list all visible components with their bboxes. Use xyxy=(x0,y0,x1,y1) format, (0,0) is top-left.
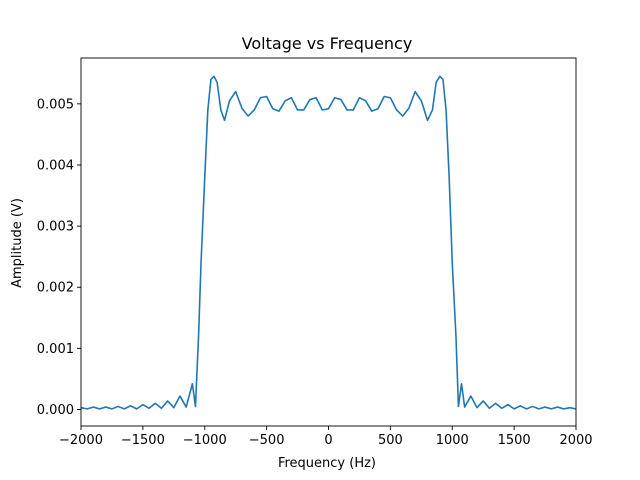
x-tick-label: −500 xyxy=(249,433,285,448)
x-tick-label: −1500 xyxy=(121,433,165,448)
y-tick-label: 0.005 xyxy=(37,97,74,112)
plot-area: −2000 −1500 −1000 −500 0 500 1000 1500 2000 0.000… xyxy=(37,57,593,448)
y-axis-label: Amplitude (V) xyxy=(10,198,25,288)
x-tick-label: −2000 xyxy=(59,433,103,448)
y-tick-label: 0.004 xyxy=(37,158,74,173)
x-tick-label: 500 xyxy=(378,433,403,448)
x-tick-label: 2000 xyxy=(559,433,592,448)
y-tick-label: 0.002 xyxy=(37,281,74,296)
x-tick-label: 1500 xyxy=(498,433,531,448)
x-tick-label: 1000 xyxy=(436,433,469,448)
chart-title: Voltage vs Frequency xyxy=(242,34,413,53)
y-tick-label: 0.003 xyxy=(37,220,74,235)
y-tick-label: 0.001 xyxy=(37,342,74,357)
x-tick-label: −1000 xyxy=(183,433,227,448)
series-line-0 xyxy=(81,75,576,410)
y-tick-label: 0.000 xyxy=(37,403,74,418)
x-axis-label: Frequency (Hz) xyxy=(278,456,376,471)
x-tick-label: 0 xyxy=(324,433,332,448)
